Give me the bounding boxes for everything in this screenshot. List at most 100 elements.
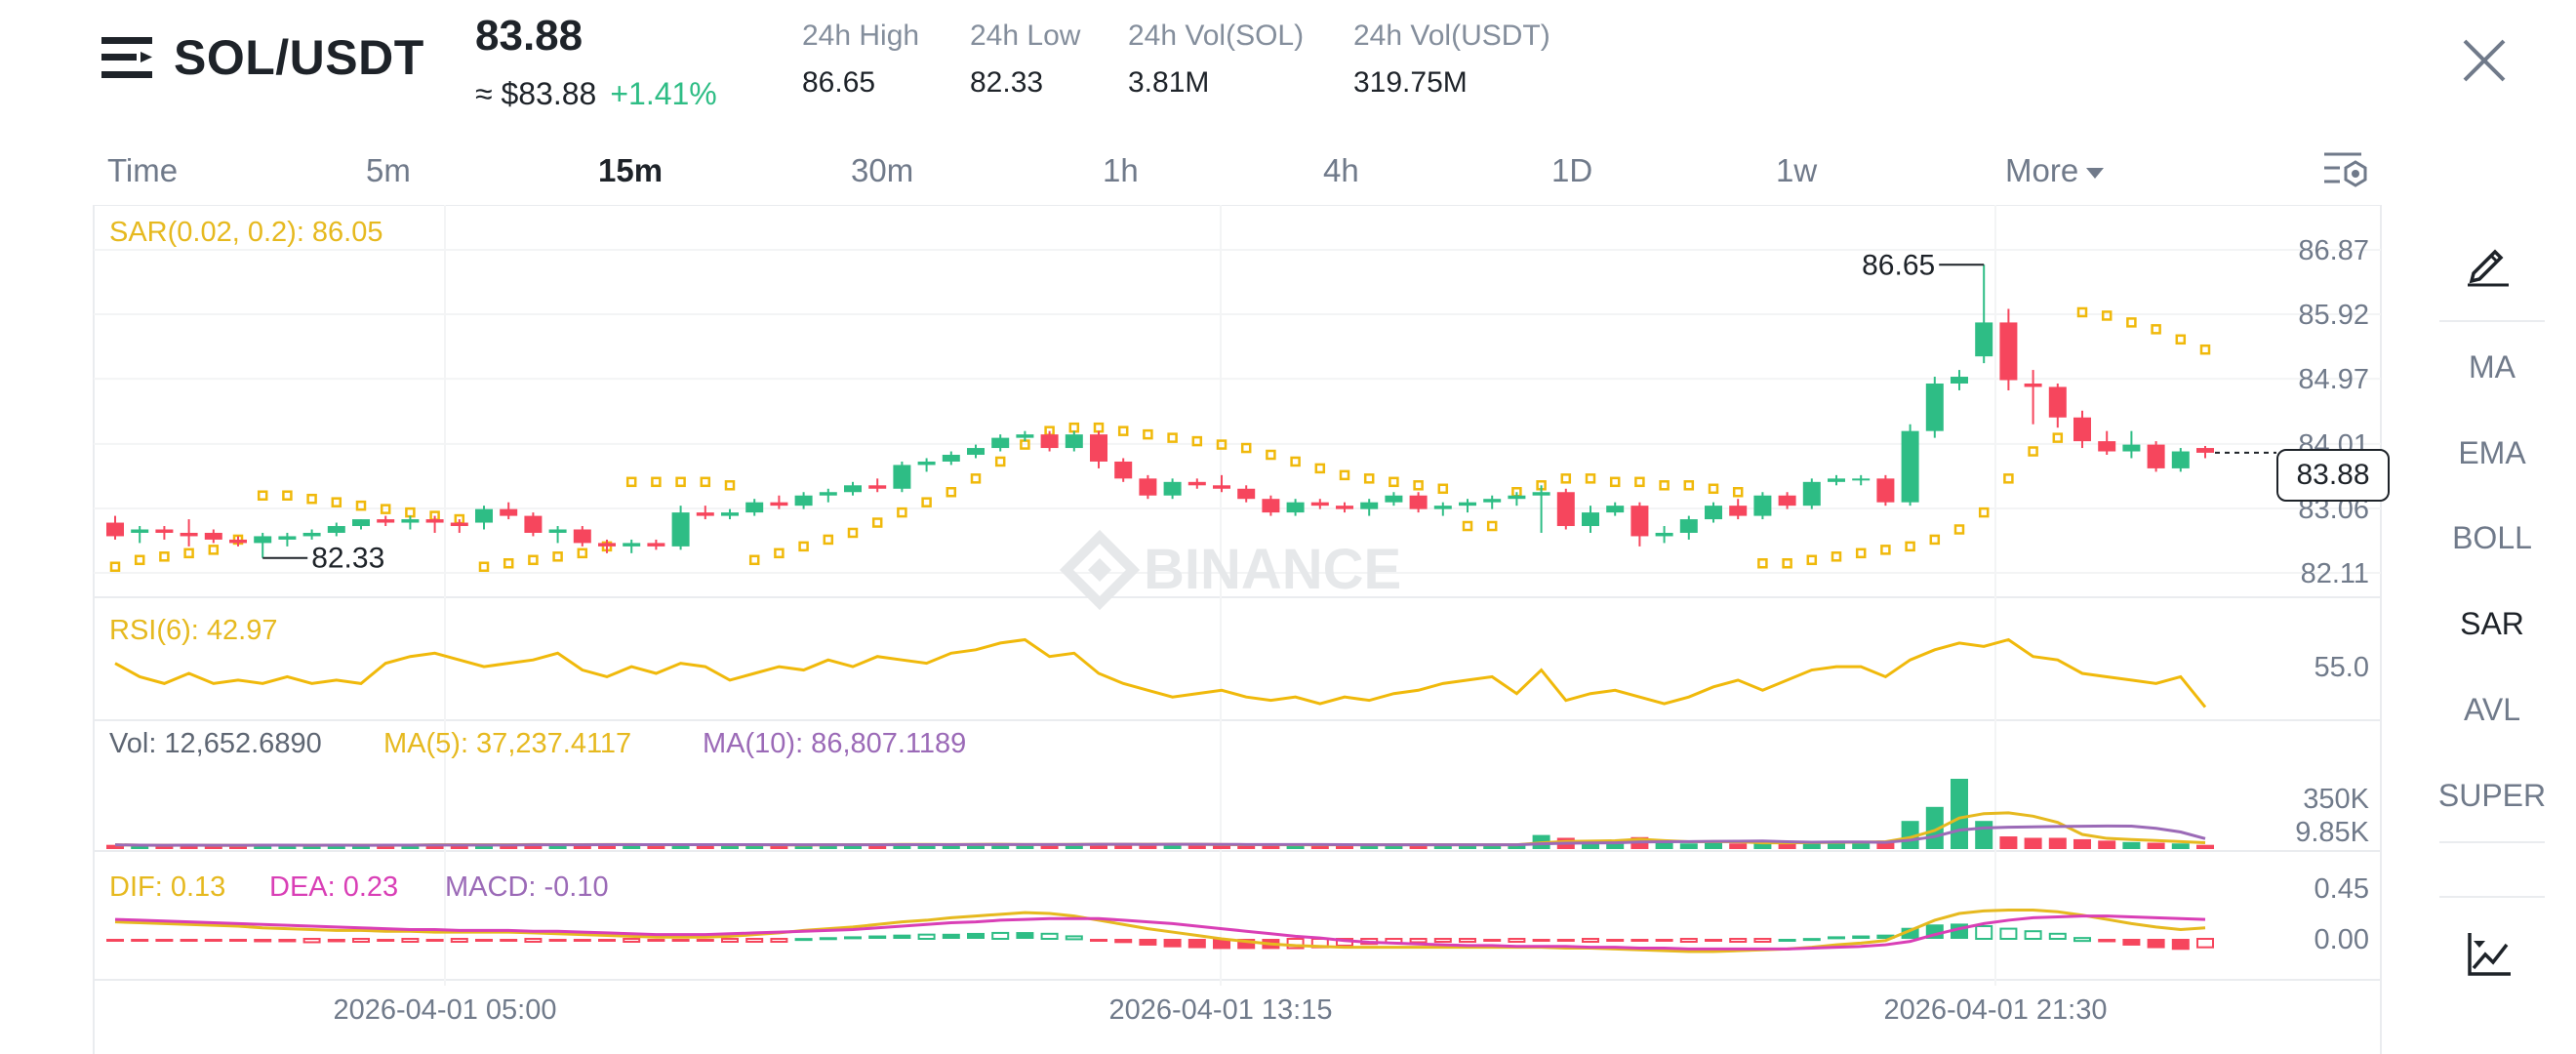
candle-body: [1459, 502, 1476, 507]
candle: [377, 515, 395, 527]
dea-line: [114, 914, 2206, 951]
candle: [1385, 492, 1403, 507]
macd-bar: [671, 939, 690, 942]
tab-15m[interactable]: 15m: [598, 152, 664, 188]
time-axis-label: 2026-04-01 21:30: [1884, 994, 2108, 1026]
volume-bar: [425, 843, 444, 849]
candle: [2048, 383, 2067, 428]
macd-bar: [204, 939, 222, 942]
candle: [1655, 526, 1673, 544]
indicator-ma[interactable]: MA: [2469, 349, 2516, 385]
candle-body: [1975, 322, 1993, 357]
sar-dot: [921, 497, 932, 507]
candle-body: [1336, 506, 1353, 509]
macd-bar: [1729, 938, 1748, 943]
usd-price: ≈ $83.88: [475, 76, 597, 111]
candle-body: [229, 539, 247, 544]
volume-bar: [623, 844, 641, 849]
macd-bar: [1655, 939, 1673, 942]
indicator-chart-icon[interactable]: [2466, 931, 2513, 978]
candle-body: [204, 532, 222, 540]
kline-chart[interactable]: BINANCE 86.8785.9284.9784.0183.0682.1155…: [0, 205, 2400, 1054]
macd-bar: [1679, 938, 1698, 943]
indicator-avl[interactable]: AVL: [2463, 692, 2521, 727]
volume-bar: [1040, 844, 1059, 849]
volume-bar: [2098, 840, 2116, 849]
candle-body: [500, 508, 518, 516]
volume-bar: [1951, 779, 1968, 849]
volume-bar: [2196, 844, 2214, 849]
macd-bar: [1040, 932, 1059, 940]
volume-bar: [377, 844, 395, 849]
tab-5m[interactable]: 5m: [366, 152, 411, 188]
sar-dot: [159, 551, 170, 562]
candle: [1409, 492, 1428, 513]
candle-body: [1433, 506, 1452, 509]
candle: [500, 502, 518, 520]
candle: [1114, 458, 1133, 482]
candle: [1778, 492, 1796, 509]
macd-bar: [1975, 925, 1993, 940]
macd-bar: [1556, 939, 1575, 942]
sar-dot: [380, 504, 391, 514]
tab-time[interactable]: Time: [107, 152, 179, 188]
macd-bar: [2073, 937, 2091, 943]
indicator-super[interactable]: SUPER: [2437, 778, 2547, 813]
macd-bar: [401, 938, 420, 943]
indicator-boll[interactable]: BOLL: [2452, 520, 2532, 555]
candle-body: [425, 519, 444, 523]
tab-1w[interactable]: 1w: [1776, 152, 1818, 188]
sar-dot: [847, 527, 859, 539]
volume-bar: [770, 844, 788, 849]
sar-dot: [970, 473, 982, 484]
macd-bar: [1163, 939, 1182, 948]
tab-30m[interactable]: 30m: [851, 152, 914, 188]
volume-bar: [1163, 843, 1182, 849]
candle-body: [721, 512, 739, 516]
indicator-sar[interactable]: SAR: [2460, 606, 2524, 641]
sar-dot: [1068, 422, 1080, 433]
rsi-label: RSI(6): 42.97: [109, 615, 278, 646]
sar-dot: [625, 476, 637, 488]
dif-label: DIF: 0.13: [109, 872, 226, 903]
macd-bar: [524, 938, 543, 943]
tab-more[interactable]: More: [2005, 152, 2105, 189]
macd-label: MACD: -0.10: [445, 872, 609, 903]
sar-dot: [1806, 554, 1818, 566]
sar-dot: [1708, 483, 1719, 495]
candle: [1187, 478, 1206, 489]
close-icon[interactable]: [2459, 35, 2510, 86]
candle: [1508, 492, 1526, 507]
macd-bar: [2098, 939, 2116, 943]
macd-bar: [548, 939, 567, 942]
draw-pencil-icon[interactable]: [2466, 240, 2513, 287]
candle-body: [647, 543, 665, 547]
stat-24h-vol-usdt-value: 319.75M: [1353, 66, 1468, 99]
tab-1d[interactable]: 1D: [1551, 152, 1593, 188]
trading-pair-title[interactable]: SOL/USDT: [174, 30, 424, 85]
candle-body: [450, 522, 468, 527]
sar-dot: [2151, 324, 2161, 335]
sar-dot: [1240, 442, 1252, 454]
tab-4h[interactable]: 4h: [1323, 152, 1359, 188]
volume-bar: [917, 844, 936, 849]
candle: [180, 519, 198, 547]
sar-dot: [1880, 545, 1891, 555]
macd-bar: [475, 939, 493, 942]
menu-icon[interactable]: [101, 35, 152, 80]
candle-body: [475, 508, 493, 523]
indicator-ema[interactable]: EMA: [2458, 435, 2526, 470]
volume-bar: [1262, 844, 1280, 849]
sar-label: SAR(0.02, 0.2): 86.05: [109, 217, 383, 248]
candle-body: [1360, 502, 1379, 509]
macd-bar: [721, 938, 739, 943]
chart-settings-icon[interactable]: [2322, 148, 2369, 193]
candle-body: [2122, 444, 2141, 452]
candle: [1163, 478, 1182, 500]
candle: [278, 532, 297, 547]
macd-bar: [1828, 936, 1845, 940]
tab-1h[interactable]: 1h: [1103, 152, 1139, 188]
sar-dot: [2028, 446, 2038, 457]
macd-bar: [1753, 938, 1772, 943]
volume-bar: [1679, 843, 1698, 849]
